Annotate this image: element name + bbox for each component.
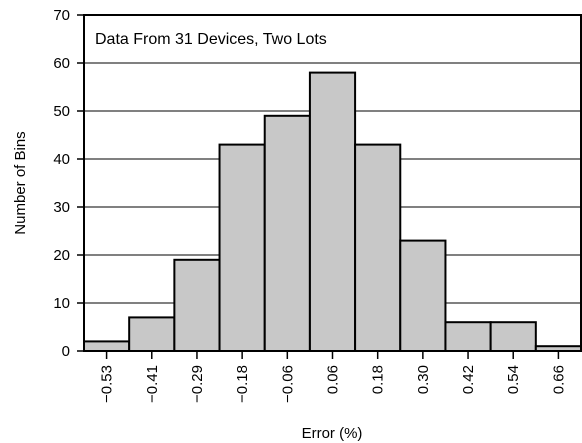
y-axis: 0 10 20 30 40 50 60 70 bbox=[53, 7, 84, 360]
y-tick-label: 50 bbox=[53, 103, 70, 120]
y-tick-label: 40 bbox=[53, 151, 70, 168]
bar bbox=[354, 143, 402, 352]
y-tick-label: 10 bbox=[53, 295, 70, 312]
bar bbox=[263, 114, 311, 352]
x-tick-label: −0.53 bbox=[99, 365, 116, 403]
bar bbox=[444, 321, 492, 353]
x-tick-label: −0.29 bbox=[189, 365, 206, 403]
bar bbox=[489, 321, 537, 353]
chart-annotation: Data From 31 Devices, Two Lots bbox=[95, 31, 327, 48]
x-tick-label: 0.54 bbox=[505, 365, 522, 394]
bar bbox=[128, 316, 176, 352]
x-tick-label: 0.06 bbox=[325, 365, 342, 394]
bar bbox=[399, 239, 447, 353]
x-tick-label: −0.41 bbox=[144, 365, 161, 403]
y-tick-label: 60 bbox=[53, 55, 70, 72]
bar bbox=[173, 258, 221, 352]
bar bbox=[308, 71, 357, 352]
y-tick-label: 30 bbox=[53, 199, 70, 216]
x-tick-label: −0.18 bbox=[234, 365, 251, 403]
y-tick-label: 20 bbox=[53, 247, 70, 264]
x-axis-title: Error (%) bbox=[302, 425, 363, 442]
y-axis-title: Number of Bins bbox=[12, 131, 29, 234]
bars bbox=[83, 71, 582, 353]
x-tick-label: 0.42 bbox=[460, 365, 477, 394]
x-tick-label: −0.06 bbox=[279, 365, 296, 403]
x-axis: −0.53 −0.41 −0.29 −0.18 −0.06 0.06 0.18 0.30 0.4… bbox=[99, 351, 567, 403]
x-tick-label: 0.66 bbox=[550, 365, 567, 394]
bar bbox=[83, 340, 131, 352]
x-tick-label: 0.18 bbox=[370, 365, 387, 394]
x-tick-label: 0.30 bbox=[415, 365, 432, 394]
bar bbox=[218, 143, 266, 352]
y-tick-label: 0 bbox=[62, 343, 70, 360]
y-tick-label: 70 bbox=[53, 7, 70, 24]
